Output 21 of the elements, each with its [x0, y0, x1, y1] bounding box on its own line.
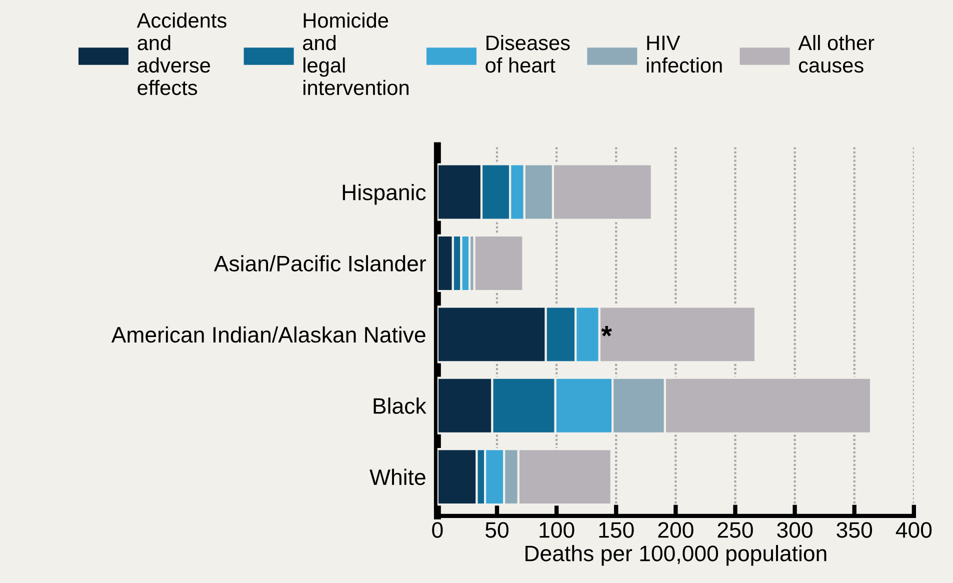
- legend-label: Homicide and legal intervention: [303, 12, 408, 96]
- y-tick-label: Asian/Pacific Islander: [214, 255, 426, 272]
- legend-label: All other causes: [798, 34, 874, 73]
- x-tick-label: 250: [718, 522, 753, 538]
- y-tick-label: American Indian/Alaskan Native: [111, 326, 426, 343]
- x-tick-label: 300: [777, 522, 812, 538]
- x-tick-label: 200: [658, 522, 694, 538]
- x-tick-label: 150: [599, 522, 634, 538]
- annotation: *: [601, 326, 612, 336]
- y-tick-label: Hispanic: [342, 184, 426, 205]
- x-tick-label: 0: [432, 522, 443, 538]
- x-tick-label: 100: [540, 522, 574, 538]
- legend-label: Accidents and adverse effects: [136, 12, 226, 96]
- y-tick-label: Black: [374, 398, 426, 414]
- x-tick-label: 400: [896, 522, 932, 538]
- y-tick-label: White: [370, 468, 426, 486]
- x-axis-title: Deaths per 100,000 population: [526, 545, 826, 566]
- x-tick-label: 50: [486, 522, 508, 538]
- x-tick-label: 350: [836, 522, 872, 538]
- legend-label: HIV infection: [646, 36, 722, 73]
- legend-label: Diseases of heart: [486, 34, 570, 73]
